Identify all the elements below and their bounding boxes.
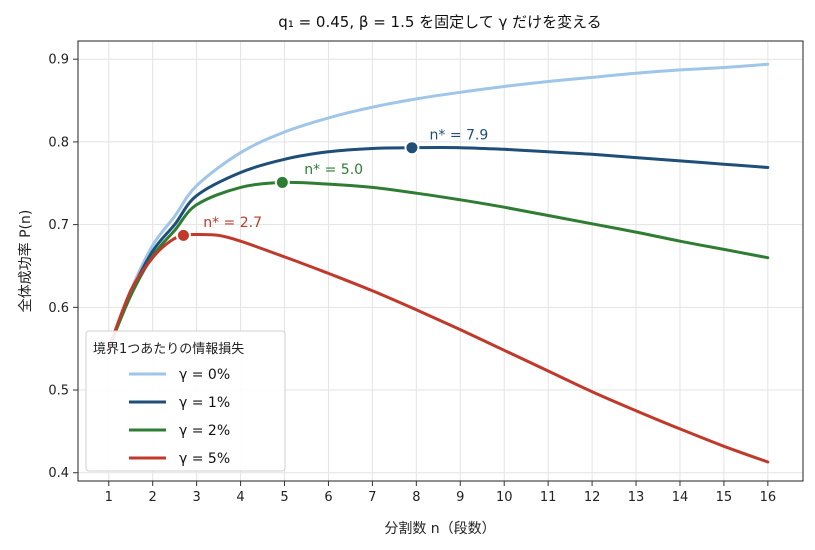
y-tick-label: 0.5: [48, 384, 69, 399]
x-tick-label: 4: [236, 490, 244, 505]
legend-label: γ = 5%: [179, 451, 230, 467]
y-tick-label: 0.7: [48, 218, 69, 233]
x-tick-label: 10: [496, 490, 513, 505]
legend-label: γ = 1%: [179, 395, 230, 411]
y-tick-label: 0.6: [48, 301, 69, 316]
optimum-label: n* = 7.9: [430, 127, 489, 143]
y-tick-label: 0.8: [48, 135, 69, 150]
axis-ticks: 1 2 3 4 5 6 7 8 9 10 11 12 13 14 15 160.40.50.60.70.80.…: [48, 53, 776, 505]
series-line-1: [107, 146, 770, 351]
y-tick-label: 0.4: [48, 466, 69, 481]
legend-label: γ = 2%: [179, 423, 230, 439]
series-line-0: [107, 62, 770, 351]
x-tick-label: 5: [280, 490, 288, 505]
x-tick-label: 16: [760, 490, 777, 505]
x-axis-label: 分割数 n（段数）: [384, 520, 495, 537]
x-tick-label: 15: [716, 490, 733, 505]
x-tick-label: 13: [628, 490, 645, 505]
x-tick-label: 2: [149, 490, 157, 505]
legend-box: [85, 330, 286, 472]
x-tick-label: 3: [192, 490, 200, 505]
x-tick-label: 7: [368, 490, 376, 505]
series-line-3: [107, 232, 770, 464]
optimum-label: n* = 5.0: [304, 162, 363, 178]
series-line-2: [107, 180, 770, 351]
optimum-markers: n* = 7.9 n* = 5.0 n* = 2.7: [175, 127, 489, 243]
legend-title: 境界1つあたりの情報損失: [93, 342, 244, 357]
x-tick-label: 8: [412, 490, 420, 505]
x-tick-label: 1: [105, 490, 113, 505]
legend-label: γ = 0%: [179, 367, 230, 383]
x-tick-label: 6: [324, 490, 332, 505]
y-tick-label: 0.9: [48, 53, 69, 68]
gridlines: [78, 41, 803, 481]
series-layer: [107, 62, 770, 464]
x-tick-label: 9: [456, 490, 464, 505]
chart-title: q₁ = 0.45, β = 1.5 を固定して γ だけを変える: [278, 13, 601, 31]
y-axis-label: 全体成功率 P(n): [17, 210, 34, 313]
optimum-marker: [274, 174, 290, 190]
optimum-label: n* = 2.7: [203, 215, 262, 231]
plot-frame: [77, 40, 804, 482]
x-tick-label: 11: [540, 490, 557, 505]
x-tick-label: 12: [584, 490, 601, 505]
optimum-marker: [175, 227, 191, 243]
legend: 境界1つあたりの情報損失 γ = 0% γ = 1% γ = 2% γ = 5%: [85, 330, 286, 472]
optimum-marker: [404, 140, 420, 156]
x-tick-label: 14: [672, 490, 689, 505]
